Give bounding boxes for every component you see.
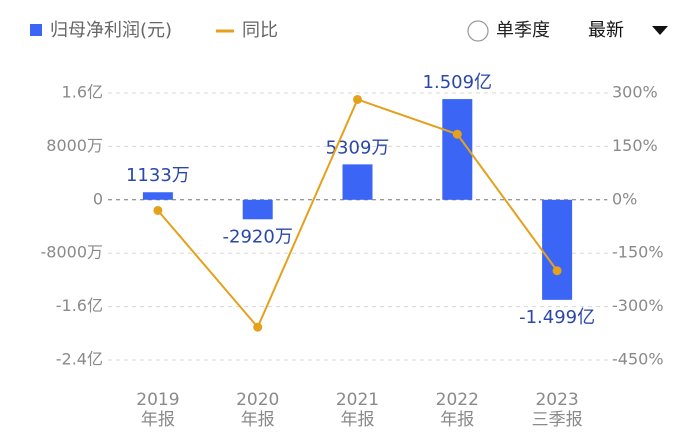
period-radio[interactable]: 单季度 <box>467 20 550 42</box>
x-tick-line: 年报 <box>341 410 375 430</box>
line-point <box>552 266 562 276</box>
y2-tick-label: 300% <box>612 83 658 102</box>
y2-tick-label: -300% <box>612 296 664 315</box>
radio-label[interactable]: 单季度 <box>496 20 550 41</box>
value-label: 5309万 <box>326 137 390 158</box>
legend-swatch-bar <box>30 24 42 36</box>
y-tick-label: -1.6亿 <box>56 296 103 315</box>
y-tick-label: 8000万 <box>46 136 103 155</box>
dropdown-arrow[interactable] <box>652 26 668 35</box>
value-label: -1.499亿 <box>519 307 595 328</box>
x-tick-line: 2021 <box>336 390 379 410</box>
line-point <box>452 129 462 139</box>
line-point <box>353 94 362 104</box>
x-tick-label: 2019 年报 <box>136 390 179 430</box>
legend-label: 归母净利润(元) <box>50 20 172 41</box>
y-tick-label: -2.4亿 <box>56 350 103 369</box>
x-tick-label: 2020 年报 <box>236 390 279 430</box>
value-label: 1.509亿 <box>423 72 493 93</box>
y2-tick-label: -450% <box>612 350 664 369</box>
x-tick-line: 年报 <box>241 410 275 430</box>
x-tick-line: 2019 <box>136 390 179 410</box>
x-tick-line: 2022 <box>436 390 479 410</box>
bar <box>142 192 173 200</box>
y-tick-label: 1.6亿 <box>62 83 103 102</box>
y2-tick-label: -150% <box>612 243 664 262</box>
dropdown-label[interactable]: 最新 <box>588 20 624 41</box>
x-tick-label: 2023 三季报 <box>532 390 583 430</box>
x-tick-line: 2020 <box>236 390 279 410</box>
value-label: 1133万 <box>126 165 190 186</box>
legend-label: 同比 <box>242 20 278 41</box>
x-tick-label: 2022 年报 <box>436 390 479 430</box>
bar <box>342 164 373 200</box>
sort-dropdown[interactable]: 最新 <box>588 20 668 41</box>
y-tick-label: -8000万 <box>41 243 104 262</box>
line-point <box>253 322 263 332</box>
y2-tick-label: 150% <box>612 136 658 155</box>
x-tick-line: 年报 <box>440 410 474 430</box>
bar <box>242 199 273 220</box>
line <box>157 98 558 330</box>
y2-tick-label: 0% <box>612 189 637 208</box>
x-tick-line: 三季报 <box>532 410 583 430</box>
line-point <box>153 205 163 215</box>
y-tick-label: 0 <box>93 189 103 208</box>
x-tick-line: 2023 <box>535 390 578 410</box>
value-label: -2920万 <box>223 226 293 247</box>
bar <box>542 199 573 300</box>
x-tick-line: 年报 <box>141 410 175 430</box>
radio-circle[interactable] <box>467 20 489 42</box>
x-tick-label: 2021 年报 <box>336 390 379 430</box>
